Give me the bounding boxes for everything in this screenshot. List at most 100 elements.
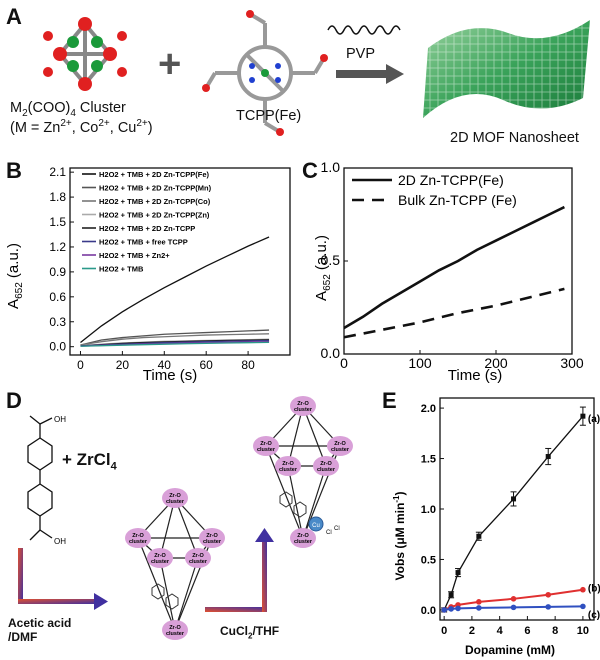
metal-atom: [67, 60, 79, 72]
pvp-wave: [327, 25, 401, 35]
chart-e-xlabel: Dopamine (mM): [465, 643, 555, 657]
chart-c-xlabel: Time (s): [448, 367, 502, 384]
cl-label: Cl: [334, 526, 340, 532]
node-label: cluster: [294, 407, 313, 413]
node-label: Zr-O: [320, 461, 332, 467]
legend-entry: H2O2 + TMB + 2D Zn-TCPP: [99, 224, 195, 233]
panel-label-b: B: [6, 158, 22, 183]
linker-ring: [151, 583, 165, 600]
panel-a: M2(COO)4 Cluster (M = Zn2+, Co2+, Cu2+) …: [0, 0, 600, 160]
porphyrin-label: TCPP(Fe): [236, 108, 302, 124]
legend-entry: H2O2 + TMB + 2D Zn-TCPP(Fe): [99, 170, 210, 179]
data-point: [510, 596, 517, 602]
zr-o-cluster-node: [147, 548, 173, 568]
copper-atom: [308, 516, 324, 532]
cage-edge: [265, 445, 304, 539]
node-label: cluster: [257, 447, 276, 453]
cage-edge: [174, 557, 199, 631]
data-point: [455, 605, 461, 612]
data-point: [580, 603, 586, 610]
linker-ring: [293, 501, 307, 518]
node-label: cluster: [166, 631, 185, 637]
node-label: Zr-O: [132, 533, 144, 539]
condition-1: Acetic acid/DMF: [8, 616, 72, 644]
y-tick-label: 1.5: [49, 215, 66, 229]
legend-entry: H2O2 + TMB + 2D Zn-TCPP(Mn): [99, 184, 212, 193]
legend-entry: H2O2 + TMB + free TCPP: [99, 238, 188, 247]
node-label: Zr-O: [169, 493, 181, 499]
cage-edge: [287, 465, 304, 539]
zr-o-cluster-node: [327, 436, 353, 456]
y-tick-label: 1.5: [421, 454, 436, 466]
zr-o-cluster-node: [125, 528, 151, 548]
node-label: Zr-O: [282, 461, 294, 467]
series-line-c-1: [343, 287, 565, 339]
x-tick-label: 100: [408, 355, 432, 371]
node-label: Zr-O: [169, 625, 181, 631]
cu-label: Cu: [312, 523, 320, 529]
zr-o-cluster-node: [199, 528, 225, 548]
zr-o-cluster-node: [162, 488, 188, 508]
panel-label-e: E: [382, 388, 397, 413]
chart-b: 0 20 40 60 80 0.0 0.3 0.6 0.9 1.2 1.5 1.8 2.1 H2O2 +…: [5, 165, 291, 384]
cage-edge: [174, 497, 199, 559]
series-line-b-7: [80, 341, 270, 347]
series-line-b-2: [80, 333, 270, 346]
zr-o-cluster-node: [162, 620, 188, 640]
node-label: Zr-O: [192, 553, 204, 559]
legend-entry: H2O2 + TMB: [99, 265, 144, 274]
zr-o-cluster-node: [253, 436, 279, 456]
x-tick-label: 80: [241, 358, 255, 372]
node-label: Zr-O: [334, 441, 346, 447]
chart-b-xlabel: Time (s): [143, 367, 197, 384]
chart-e-ylabel: Vobs (μM min-1): [392, 492, 407, 581]
legend-entry: H2O2 + TMB + 2D Zn-TCPP(Co): [99, 197, 211, 206]
data-point: [455, 570, 461, 576]
x-tick-label: 0: [441, 625, 447, 637]
y-tick-label: 1.8: [49, 190, 66, 204]
metal-atom: [91, 60, 103, 72]
condition-2: CuCl2/THF: [220, 624, 280, 641]
panel-label-a: A: [6, 4, 22, 29]
zrcl4-reagent: + ZrCl4: [62, 450, 117, 473]
node-label: cluster: [331, 447, 350, 453]
y-tick-label: 0.0: [49, 340, 66, 354]
data-point: [511, 496, 517, 502]
x-tick-label: 300: [560, 355, 584, 371]
y-tick-label: 2.0: [421, 403, 436, 415]
cage-edge: [137, 537, 176, 631]
cage-edge: [159, 557, 176, 631]
x-tick-label: 0: [77, 358, 84, 372]
oxygen-atom: [53, 47, 67, 61]
chart-e: 0 2 4 6 8 10 0.0 0.5 1.0 1.5 2.0 (a) (b) (c) Dopamin…: [392, 397, 600, 657]
node-label: Zr-O: [154, 553, 166, 559]
series-line-e-0: [443, 415, 584, 611]
chart-b-ylabel: A652 (a.u.): [5, 243, 25, 309]
plot-frame: [69, 167, 291, 356]
x-tick-label: 6: [524, 625, 530, 637]
zr-o-cluster-node: [290, 396, 316, 416]
panel-d: OH OH + ZrCl4 Acetic acid/DMF Zr-O cluste…: [0, 388, 380, 660]
plus-sign: +: [158, 42, 182, 86]
chart-c-ylabel: A652 (a.u.): [313, 235, 333, 301]
node-label: cluster: [129, 539, 148, 545]
linker-ring: [279, 491, 293, 508]
data-point: [545, 604, 552, 610]
series-line-c-0: [343, 205, 565, 330]
iron-center: [261, 69, 269, 77]
cooh-top: OH: [54, 415, 66, 424]
node-label: Zr-O: [297, 533, 309, 539]
zr-mof-cage-1: Zr-OclusterZr-OclusterZr-OclusterZr-Oclu…: [125, 488, 225, 640]
node-label: cluster: [166, 499, 185, 505]
data-point: [448, 592, 454, 598]
chart-c: 0 100 200 300 0.0 0.5 1.0 2D Zn-TCPP(Fe) Bulk Z…: [313, 159, 584, 384]
y-tick-label: 0.9: [49, 265, 66, 279]
x-tick-label: 60: [200, 358, 214, 372]
pvp-label: PVP: [346, 46, 376, 62]
oxygen-atom: [103, 47, 117, 61]
cage-edge: [302, 465, 327, 539]
synthesis-arrow-1: [18, 548, 108, 610]
y-tick-label: 0.0: [421, 605, 436, 617]
legend-entry: H2O2 + TMB + Zn2+: [99, 251, 170, 260]
node-label: Zr-O: [297, 401, 309, 407]
